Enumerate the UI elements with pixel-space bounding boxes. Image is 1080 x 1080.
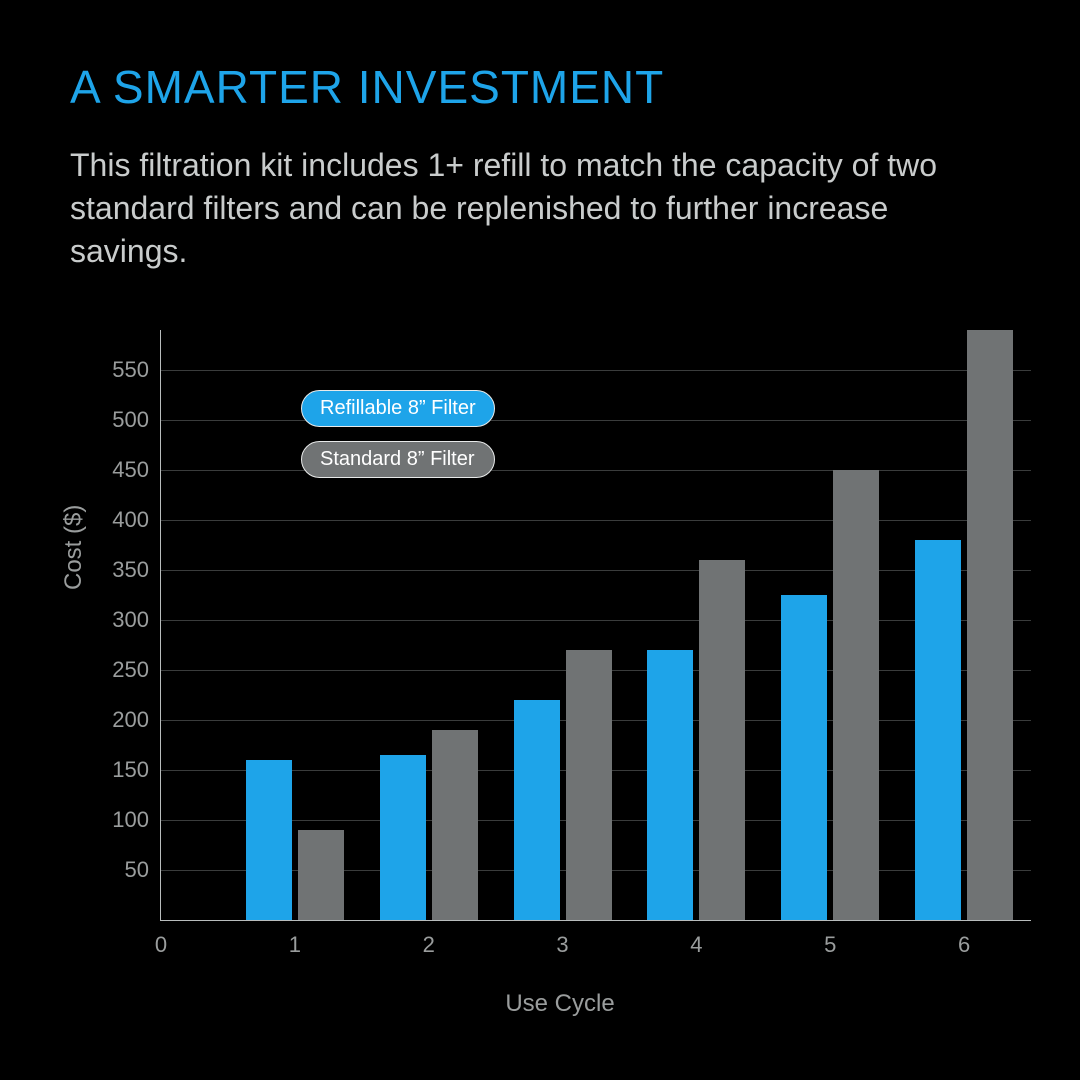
x-tick-label: 4 [690, 932, 702, 958]
y-tick-label: 200 [112, 707, 149, 733]
y-tick-label: 350 [112, 557, 149, 583]
gridline [161, 370, 1031, 371]
page-title: A SMARTER INVESTMENT [70, 60, 1010, 114]
y-tick-label: 100 [112, 807, 149, 833]
bar-refillable [246, 760, 292, 920]
y-tick-label: 400 [112, 507, 149, 533]
x-tick-label: 2 [423, 932, 435, 958]
legend-item-refillable: Refillable 8” Filter [301, 390, 495, 427]
x-axis-label: Use Cycle [80, 990, 1040, 1018]
gridline [161, 420, 1031, 421]
cost-chart: Cost ($) Refillable 8” Filter Standard 8… [80, 330, 1040, 1010]
y-tick-label: 450 [112, 457, 149, 483]
y-tick-label: 550 [112, 357, 149, 383]
gridline [161, 520, 1031, 521]
y-tick-label: 300 [112, 607, 149, 633]
plot-area: Refillable 8” Filter Standard 8” Filter … [160, 330, 1031, 921]
bar-standard [967, 330, 1013, 920]
bar-standard [298, 830, 344, 920]
x-tick-label: 1 [289, 932, 301, 958]
bar-refillable [647, 650, 693, 920]
bar-refillable [380, 755, 426, 920]
x-tick-label: 6 [958, 932, 970, 958]
bar-refillable [915, 540, 961, 920]
y-tick-label: 50 [125, 857, 149, 883]
y-tick-label: 250 [112, 657, 149, 683]
legend-item-standard: Standard 8” Filter [301, 441, 495, 478]
gridline [161, 620, 1031, 621]
x-tick-label: 0 [155, 932, 167, 958]
bar-refillable [514, 700, 560, 920]
page: A SMARTER INVESTMENT This filtration kit… [0, 0, 1080, 1080]
y-tick-label: 150 [112, 757, 149, 783]
bar-standard [833, 470, 879, 920]
y-tick-label: 500 [112, 407, 149, 433]
gridline [161, 470, 1031, 471]
page-description: This filtration kit includes 1+ refill t… [70, 144, 990, 274]
bar-standard [699, 560, 745, 920]
bar-standard [566, 650, 612, 920]
legend: Refillable 8” Filter Standard 8” Filter [301, 390, 495, 478]
bar-standard [432, 730, 478, 920]
y-axis-label: Cost ($) [60, 505, 88, 590]
gridline [161, 570, 1031, 571]
bar-refillable [781, 595, 827, 920]
x-tick-label: 5 [824, 932, 836, 958]
x-tick-label: 3 [556, 932, 568, 958]
